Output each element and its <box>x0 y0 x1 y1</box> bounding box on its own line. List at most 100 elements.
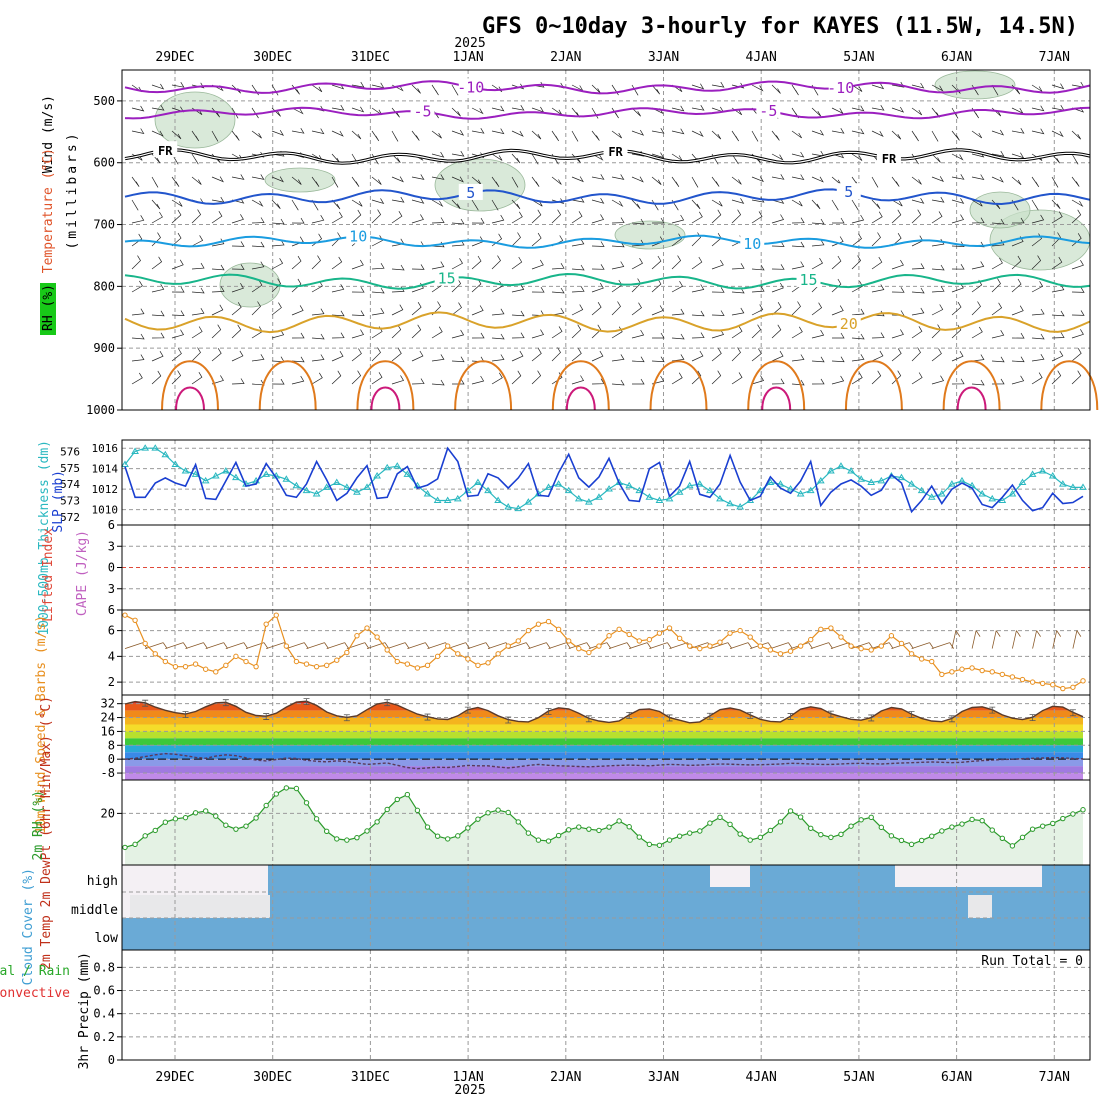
isotherm-30-loop <box>370 386 401 411</box>
precip-conv-label: Convective <box>0 986 70 1001</box>
wind-barb <box>691 176 699 188</box>
isotherm-30-loop <box>565 386 596 411</box>
wind10-speed-point <box>596 643 602 649</box>
wind10-speed-point <box>434 653 441 660</box>
wind-barb <box>491 214 505 224</box>
date-tick-top: 7JAN <box>1039 50 1070 65</box>
thickness-tick-label: 576 <box>60 445 80 458</box>
wind-barb <box>791 217 805 224</box>
wind-barb <box>351 199 363 207</box>
rh2m-point <box>777 819 784 825</box>
wind-barb <box>671 308 685 316</box>
wind-barb <box>311 354 325 362</box>
wind-barb <box>351 176 360 187</box>
wind-barb <box>871 176 879 188</box>
wind-barb <box>631 356 645 363</box>
wind10-barb <box>407 642 430 649</box>
isotherm-line <box>124 272 1091 290</box>
wind-barb <box>931 196 945 203</box>
wind-barb <box>451 107 461 117</box>
wind-barb <box>591 302 602 316</box>
wind-barb <box>891 348 902 362</box>
wind-barb <box>571 238 585 247</box>
isotherm-label-bg <box>756 101 781 118</box>
wind-barb <box>271 329 285 339</box>
thickness-point <box>907 480 916 487</box>
wind-barb <box>811 329 825 339</box>
rh2m-point <box>969 816 975 823</box>
wind10-barb <box>548 642 571 649</box>
wind10-barb <box>629 642 652 649</box>
thickness-point <box>564 486 573 494</box>
wind-barb <box>291 305 304 316</box>
wind-barb <box>711 209 722 224</box>
rh-shading <box>154 91 236 149</box>
wind-barb <box>671 255 682 270</box>
thickness-point <box>484 486 492 494</box>
thickness-point <box>635 486 644 494</box>
wind-barb <box>911 209 922 224</box>
wind-barb <box>631 199 641 210</box>
isotherm-label-bg <box>434 269 459 286</box>
wind-barb <box>371 176 382 185</box>
wind-barb <box>771 282 784 293</box>
wind-barb <box>451 329 465 339</box>
thickness-point <box>786 485 795 492</box>
pressure-tick-label: 700 <box>93 218 115 232</box>
wind10-speed-point <box>777 651 784 657</box>
temp-minmax-marker <box>182 711 189 718</box>
thickness-point <box>584 498 593 505</box>
wind-barb <box>531 232 542 247</box>
wind10-barb <box>1032 630 1041 649</box>
wind-barb <box>652 217 665 224</box>
wind-barb <box>151 232 161 247</box>
wind-barb <box>211 196 225 203</box>
wind-barb <box>211 348 222 362</box>
wind-barb <box>331 211 343 224</box>
date-tick-bottom: 3JAN <box>648 1070 679 1085</box>
wind10-speed-point <box>747 634 753 640</box>
isotherm-label: -5 <box>414 103 432 121</box>
wind-barb <box>531 329 545 339</box>
wind-barb <box>1051 176 1059 188</box>
rh2m-point <box>455 833 461 839</box>
wind-barb <box>631 218 645 225</box>
wind-barb <box>271 176 284 183</box>
wind-barb <box>811 107 822 117</box>
wind-barb <box>591 350 604 362</box>
wind10-speed-point <box>505 643 511 649</box>
wind10-label: 10m Wind Speed & Barbs (m/s) <box>34 615 49 834</box>
thickness-point <box>1079 483 1087 490</box>
thickness-point <box>1038 467 1047 474</box>
wind-barb <box>491 128 505 135</box>
wind-barb <box>411 264 425 270</box>
wind10-speed-point <box>465 656 471 662</box>
wind-barb <box>971 379 985 386</box>
thickness-point <box>433 496 442 503</box>
rh2m-point <box>1029 826 1036 832</box>
wind10-speed-point <box>213 669 219 675</box>
cloud-middle-clear <box>130 895 270 918</box>
wind-barb <box>171 348 182 362</box>
wind-barb <box>571 286 585 293</box>
rh2m-point <box>1039 823 1046 829</box>
wind10-speed-point <box>555 626 562 633</box>
isotherm-25-loop <box>551 360 610 411</box>
wind-barb <box>1051 310 1065 317</box>
thickness-point <box>796 489 805 497</box>
wind-barb <box>971 130 983 139</box>
rh-shading <box>934 70 1016 100</box>
wind-barb <box>171 176 180 187</box>
wind-barb <box>131 255 141 270</box>
wind10-speed-point <box>808 636 814 643</box>
wind10-speed-point <box>303 661 310 667</box>
wind10-barb <box>951 630 961 649</box>
wind-barb <box>751 264 765 271</box>
wind-barb <box>911 130 919 142</box>
thickness-point <box>937 489 946 497</box>
isotherm-label: FR <box>882 152 897 166</box>
wind-barb <box>451 302 462 316</box>
thickness-point <box>675 488 684 495</box>
date-tick-top: 30DEC <box>253 50 292 65</box>
wind-barb <box>511 370 522 385</box>
